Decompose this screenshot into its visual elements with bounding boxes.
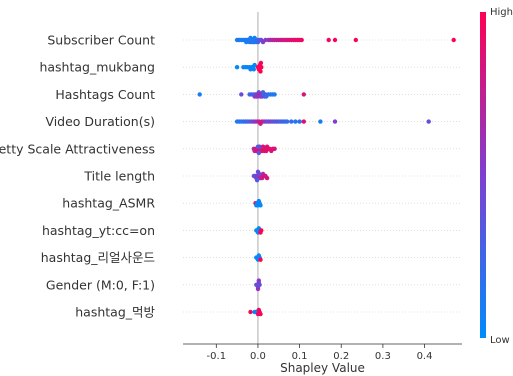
shap-point [258, 311, 263, 317]
shap-point [299, 37, 304, 43]
shap-point [257, 282, 262, 287]
feature-label: Subscriber Count [47, 33, 155, 48]
feature-label: hashtag_ASMR [62, 196, 155, 211]
shap-point [255, 286, 261, 292]
shap-point [264, 175, 270, 181]
feature-label: Gender (M:0, F:1) [46, 277, 155, 292]
shap-point [326, 37, 331, 43]
shap-point [256, 150, 261, 156]
shap-point [258, 257, 263, 262]
shap-point [272, 92, 277, 97]
shap-point [239, 92, 244, 97]
x-tick-label: 0.2 [333, 351, 349, 362]
shap-point [332, 119, 338, 124]
shap-point [318, 119, 323, 124]
x-tick-label: 0.4 [417, 351, 433, 362]
feature-label: Hashtags Count [55, 87, 155, 102]
x-tick-label: 0.1 [292, 351, 308, 362]
x-axis: -0.1 0.0 0.1 0.2 0.3 0.4 [183, 343, 462, 362]
feature-label: Pretty Scale Attractiveness [0, 141, 155, 156]
shap-point [272, 146, 277, 151]
x-axis-title: Shapley Value [280, 361, 365, 375]
shap-point [248, 309, 253, 315]
shap-point [234, 65, 240, 70]
feature-gridlines [183, 39, 462, 313]
colorbar-low-label: Low [490, 335, 510, 346]
feature-label: hashtag_mukbang [39, 60, 155, 75]
feature-label: Video Duration(s) [45, 114, 155, 129]
shap-point [353, 37, 358, 43]
shap-point [259, 228, 264, 233]
shap-point [197, 92, 202, 97]
color-bar [480, 12, 486, 338]
shap-point [289, 119, 294, 124]
shap-point [251, 67, 256, 72]
x-tick-label: 0.3 [375, 351, 391, 362]
feature-labels: Subscriber Count hashtag_mukbang Hashtags … [0, 33, 155, 320]
shap-point [332, 37, 338, 43]
shap-point [301, 119, 306, 124]
shap-point [256, 278, 261, 283]
shap-point [426, 119, 431, 124]
shap-point [297, 119, 302, 124]
shap-point [284, 119, 290, 124]
shap-point [451, 37, 456, 43]
x-tick-label: -0.1 [207, 351, 227, 362]
feature-label: hashtag_먹방 [75, 305, 155, 320]
shap-point [258, 203, 263, 208]
shap-point [301, 92, 306, 97]
shap-point [254, 178, 260, 183]
feature-label: hashtag_yt:cc=on [42, 223, 155, 238]
shap-point [257, 171, 262, 177]
feature-label: hashtag_리얼사운드 [41, 250, 155, 265]
x-tick-label: 0.0 [250, 351, 266, 362]
shap-point [258, 69, 263, 74]
shap-point [258, 60, 264, 66]
shap-point [293, 119, 298, 124]
beeswarm-points [197, 35, 456, 317]
colorbar-high-label: High [490, 7, 513, 18]
feature-label: Title length [83, 169, 155, 184]
shap-point [259, 65, 264, 70]
shap-point [252, 62, 257, 68]
shap-point [257, 144, 262, 149]
